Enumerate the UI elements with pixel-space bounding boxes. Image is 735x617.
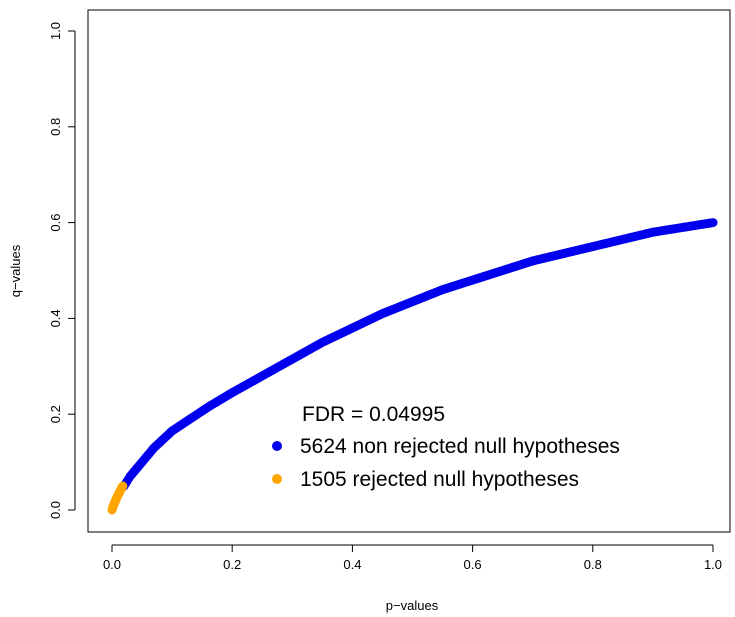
data-points	[107, 218, 718, 515]
x-tick-label: 0.0	[103, 557, 121, 572]
y-tick-label: 1.0	[48, 22, 63, 40]
x-axis-ticks: 0.0 0.2 0.4 0.6 0.8 1.0	[103, 545, 722, 572]
legend: FDR = 0.04995 5624 non rejected null hyp…	[272, 403, 620, 491]
y-tick-label: 0.4	[48, 309, 63, 327]
y-tick-label: 0.6	[48, 214, 63, 232]
point-5624-non-rejected-null-hypotheses	[708, 218, 718, 228]
legend-marker-non-rejected	[272, 441, 282, 451]
plot-frame	[87, 9, 731, 533]
point-1505-rejected-null-hypotheses	[118, 481, 128, 491]
y-axis-title: q−values	[8, 244, 23, 297]
x-tick-label: 0.6	[464, 557, 482, 572]
x-tick-label: 0.8	[584, 557, 602, 572]
x-tick-label: 0.4	[343, 557, 361, 572]
x-tick-label: 0.2	[223, 557, 241, 572]
legend-label-non-rejected: 5624 non rejected null hypotheses	[300, 435, 620, 458]
y-tick-label: 0.8	[48, 118, 63, 136]
legend-label-rejected: 1505 rejected null hypotheses	[300, 468, 579, 491]
y-tick-label: 0.2	[48, 405, 63, 423]
y-tick-label: 0.0	[48, 501, 63, 519]
legend-title: FDR = 0.04995	[302, 403, 445, 426]
x-axis-title: p−values	[386, 598, 439, 613]
legend-marker-rejected	[272, 474, 282, 484]
y-axis-ticks: 0.0 0.2 0.4 0.6 0.8 1.0	[48, 22, 75, 519]
x-tick-label: 1.0	[704, 557, 722, 572]
